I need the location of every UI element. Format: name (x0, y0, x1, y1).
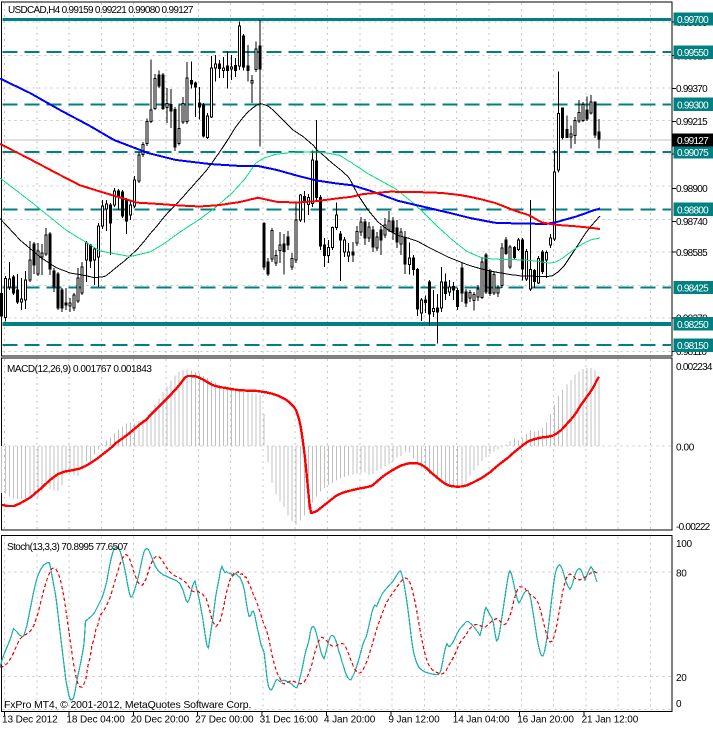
svg-text:0.99075: 0.99075 (677, 148, 709, 159)
svg-text:20: 20 (676, 673, 687, 684)
svg-text:0.99700: 0.99700 (677, 15, 709, 26)
svg-text:100: 100 (676, 539, 693, 550)
svg-text:13 Dec 2012: 13 Dec 2012 (2, 715, 58, 726)
svg-text:0.98250: 0.98250 (677, 320, 709, 331)
svg-text:-0.00222: -0.00222 (676, 522, 711, 533)
svg-text:18 Dec 04:00: 18 Dec 04:00 (66, 715, 125, 726)
svg-text:0.98800: 0.98800 (677, 205, 709, 216)
svg-text:9 Jan 12:00: 9 Jan 12:00 (388, 715, 440, 726)
svg-text:0.00: 0.00 (676, 442, 695, 453)
svg-text:27 Dec 00:00: 27 Dec 00:00 (195, 715, 254, 726)
svg-text:FxPro MT4, © 2001-2012, MetaQu: FxPro MT4, © 2001-2012, MetaQuotes Softw… (4, 699, 251, 711)
svg-text:0.98150: 0.98150 (677, 341, 709, 352)
svg-text:80: 80 (676, 568, 687, 579)
svg-text:4 Jan 20:00: 4 Jan 20:00 (324, 715, 376, 726)
svg-text:0.002234: 0.002234 (676, 362, 713, 373)
svg-text:0.99215: 0.99215 (676, 117, 708, 128)
svg-text:0.99127: 0.99127 (677, 136, 709, 147)
svg-text:0: 0 (676, 699, 682, 710)
svg-text:0.99550: 0.99550 (677, 48, 709, 59)
svg-text:14 Jan 04:00: 14 Jan 04:00 (453, 715, 510, 726)
svg-text:USDCAD,H4 0.99159 0.99221 0.9: USDCAD,H4 0.99159 0.99221 0.99080 0.9912… (8, 5, 194, 16)
svg-text:0.99370: 0.99370 (676, 84, 708, 95)
svg-text:Stoch(13,3,3) 70.8995 77.6507: Stoch(13,3,3) 70.8995 77.6507 (7, 542, 129, 553)
svg-text:0.98740: 0.98740 (676, 217, 708, 228)
svg-text:0.98900: 0.98900 (676, 184, 708, 195)
svg-text:0.99300: 0.99300 (677, 100, 709, 111)
svg-text:20 Dec 20:00: 20 Dec 20:00 (131, 715, 190, 726)
svg-text:0.98585: 0.98585 (676, 248, 708, 259)
svg-text:0.98425: 0.98425 (677, 284, 709, 295)
svg-text:31 Dec 16:00: 31 Dec 16:00 (260, 715, 319, 726)
svg-text:MACD(12,26,9) 0.001767 0.00184: MACD(12,26,9) 0.001767 0.001843 (7, 364, 152, 375)
svg-text:16 Jan 20:00: 16 Jan 20:00 (517, 715, 574, 726)
svg-text:21 Jan 12:00: 21 Jan 12:00 (582, 715, 639, 726)
